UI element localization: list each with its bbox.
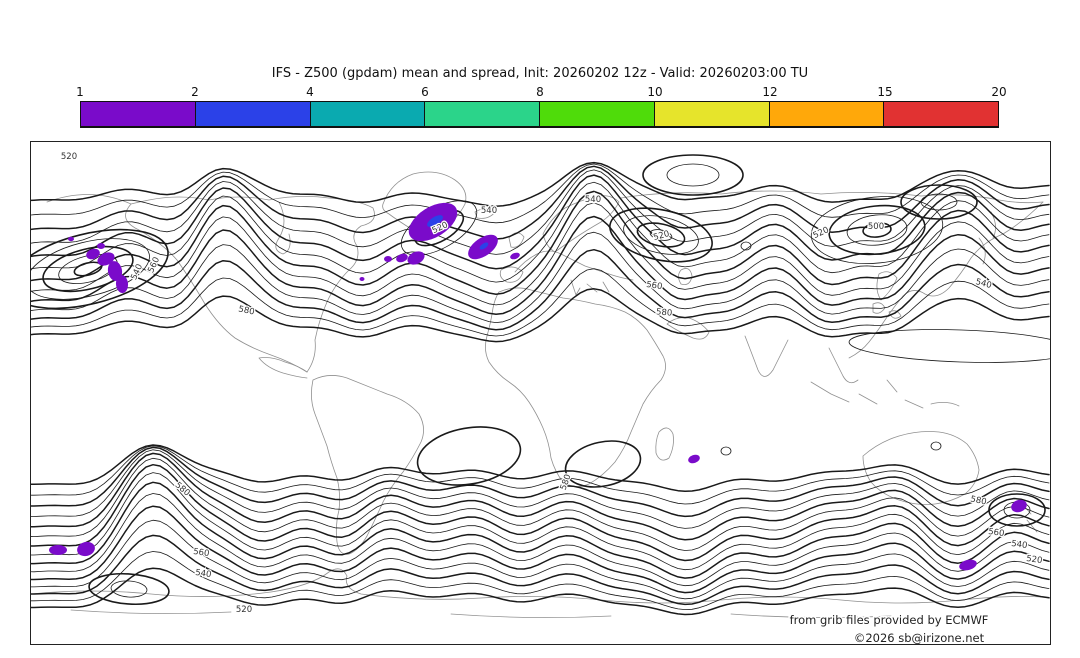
contour-label: 560 (988, 527, 1005, 539)
chart-title: IFS - Z500 (gpdam) mean and spread, Init… (271, 66, 809, 81)
colorbar-tick-labels: 1 2 4 6 8 10 12 15 20 (76, 85, 1006, 100)
contour-label: 540 (974, 277, 992, 291)
colorbar: 1 2 4 6 8 10 12 15 20 (76, 85, 1007, 128)
colorbar-segment (539, 102, 654, 126)
colorbar-tick: 1 (76, 85, 84, 99)
colorbar-tick: 20 (991, 85, 1007, 99)
geopotential-contours (31, 161, 1050, 616)
contour-label: 580 (969, 494, 987, 507)
contour-label: 500 (868, 222, 884, 232)
contour-label: 520 (236, 605, 252, 615)
contour-label: 520 (652, 229, 670, 243)
colorbar-tick: 6 (421, 85, 429, 99)
contour-label: 520 (812, 225, 831, 241)
contour-label: 580 (656, 307, 673, 318)
contour-label: 580 (237, 304, 255, 317)
colorbar-scale (80, 101, 999, 128)
colorbar-tick: 8 (536, 85, 544, 99)
colorbar-tick: 2 (191, 85, 199, 99)
contour-label: 520 (61, 152, 77, 162)
colorbar-segment (768, 102, 884, 126)
colorbar-segment (653, 102, 769, 126)
contour-label: 540 (585, 195, 601, 205)
spread-shading (49, 202, 1027, 571)
contour-label: 540 (481, 206, 497, 216)
world-map: 520 560 540 580 520 540 540 520 560 580 … (30, 141, 1051, 645)
contour-label: 540 (195, 568, 212, 580)
colorbar-segment (194, 102, 310, 126)
contour-label: 560 (646, 280, 663, 292)
colorbar-tick: 15 (877, 85, 893, 99)
contour-label: 520 (1026, 554, 1043, 566)
contour-labels: 520 560 540 580 520 540 540 520 560 580 … (60, 151, 1045, 617)
closed-contour-features (31, 154, 1050, 606)
colorbar-segment (81, 102, 195, 126)
map-canvas: 520 560 540 580 520 540 540 520 560 580 … (31, 151, 1050, 644)
contour-label: 540 (1011, 539, 1028, 551)
colorbar-tick: 12 (762, 85, 778, 99)
attribution-source: from grib files provided by ECMWF (790, 613, 989, 627)
contour-label: 560 (193, 547, 210, 559)
colorbar-tick: 4 (306, 85, 314, 99)
coastlines (31, 171, 1050, 618)
colorbar-tick: 10 (647, 85, 663, 99)
contour-label: 580 (559, 473, 574, 492)
attribution-copyright: ©2026 sb@irizone.net (854, 631, 985, 644)
colorbar-segment (309, 102, 425, 126)
colorbar-segment (883, 102, 998, 126)
colorbar-segment (424, 102, 539, 126)
